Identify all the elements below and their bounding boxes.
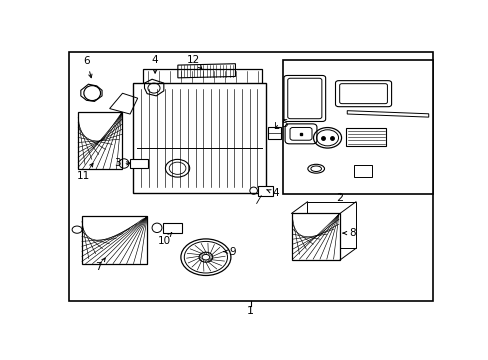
Bar [82, 216, 147, 264]
Text: 5: 5 [275, 118, 287, 129]
Bar [291, 213, 339, 260]
Polygon shape [307, 202, 355, 248]
Text: 8: 8 [343, 228, 355, 238]
Bar [163, 222, 181, 233]
Text: 3: 3 [114, 158, 130, 168]
Text: 7: 7 [95, 258, 105, 272]
Bar [129, 159, 147, 168]
Text: 1: 1 [246, 306, 254, 316]
Text: 4: 4 [151, 55, 158, 73]
Bar [346, 129, 386, 146]
Text: 11: 11 [77, 163, 93, 181]
Text: 9: 9 [223, 247, 235, 257]
Bar [78, 112, 122, 169]
Bar [282, 60, 432, 194]
Bar [268, 127, 281, 139]
Text: 12: 12 [187, 55, 202, 69]
Text: 2: 2 [335, 193, 343, 203]
Bar [258, 186, 273, 195]
Text: 4: 4 [266, 188, 278, 198]
Text: 6: 6 [83, 56, 92, 78]
Text: 10: 10 [157, 233, 171, 246]
Bar [133, 84, 265, 193]
